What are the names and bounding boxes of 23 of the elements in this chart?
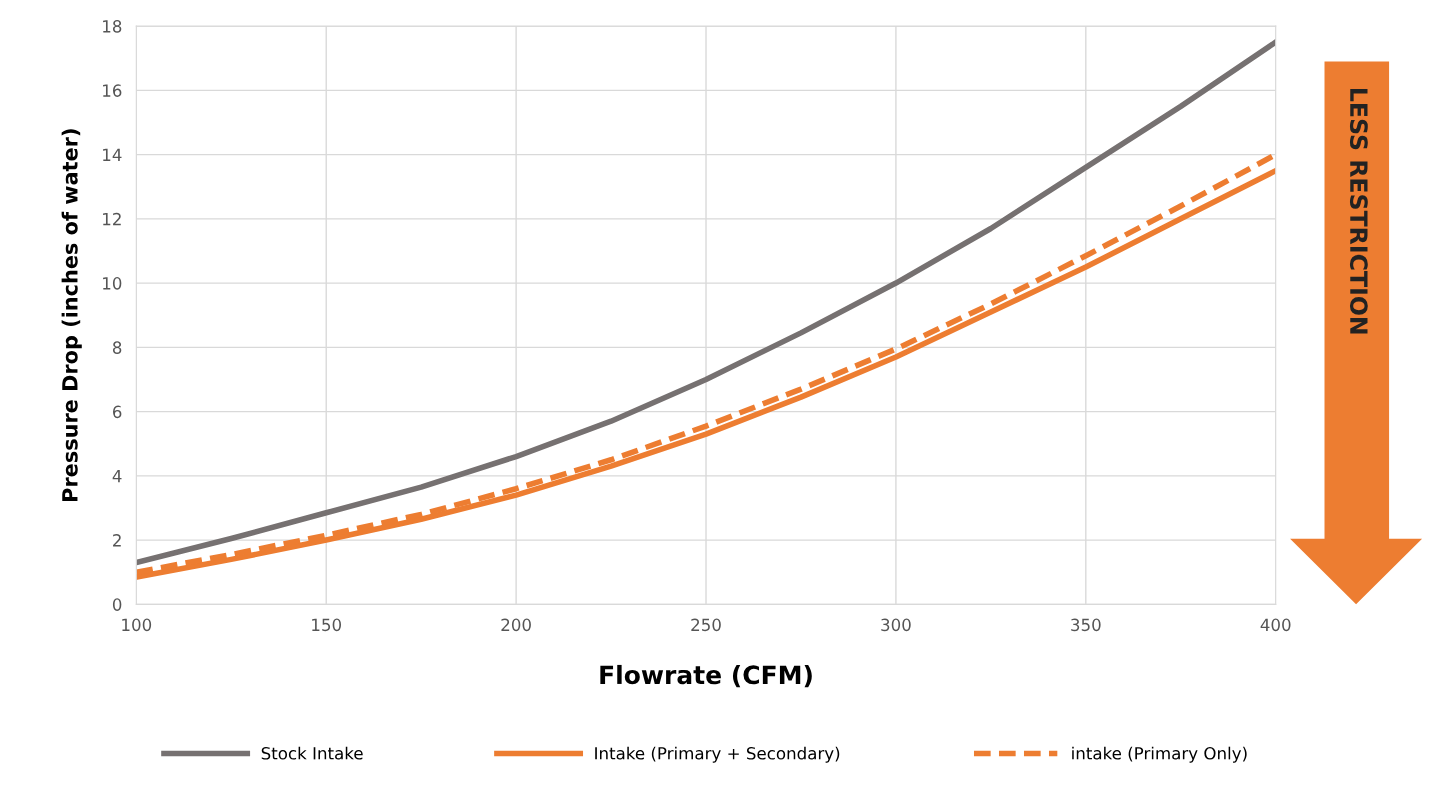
legend-label: intake (Primary Only) <box>1072 746 1247 763</box>
y-tick-label: 10 <box>103 277 122 290</box>
x-tick-label: 300 <box>881 618 911 632</box>
y-tick-label: 12 <box>103 212 121 226</box>
x-tick-label: 200 <box>501 618 531 632</box>
y-tick-label: 16 <box>103 84 122 97</box>
y-tick-label: 2 <box>113 534 121 547</box>
y-tick-label: 8 <box>112 341 122 354</box>
y-axis-title: Pressure Drop (inches of water) <box>61 129 82 501</box>
y-tick-label: 6 <box>113 405 122 419</box>
y-tick-label: 4 <box>112 470 122 483</box>
y-tick-label: 0 <box>112 598 122 611</box>
legend-label: Intake (Primary + Secondary) <box>595 746 840 763</box>
x-tick-label: 150 <box>312 618 342 632</box>
y-tick-label: 18 <box>103 20 122 33</box>
x-tick-label: 100 <box>122 618 152 632</box>
x-tick-label: 400 <box>1260 618 1291 632</box>
x-axis-title: Flowrate (CFM) <box>600 664 812 688</box>
x-tick-label: 350 <box>1071 618 1101 632</box>
legend-label: Stock Intake <box>261 746 363 760</box>
text: LESS RESTRICTION <box>1349 89 1368 334</box>
x-tick-label: 250 <box>691 618 721 632</box>
y-tick-label: 14 <box>103 148 122 161</box>
